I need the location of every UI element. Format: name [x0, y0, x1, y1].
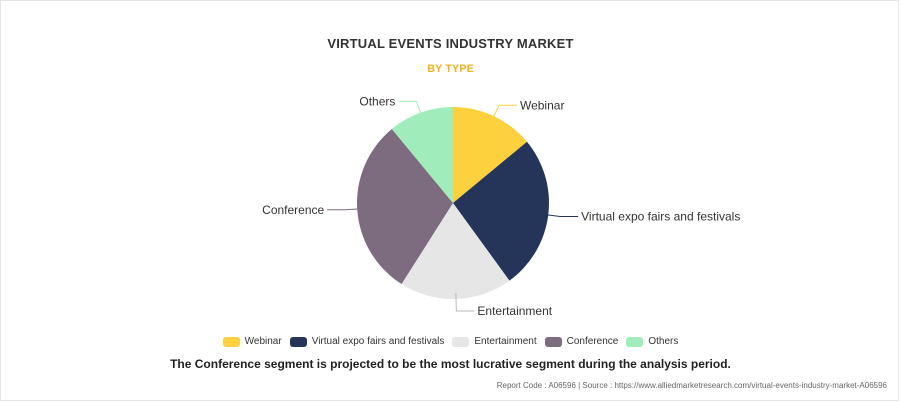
pie-label: Conference — [262, 203, 324, 217]
source-note: Report Code : A06596 | Source : https://… — [496, 381, 887, 390]
legend-item-virtual-expo[interactable]: Virtual expo fairs and festivals — [289, 336, 445, 347]
pie-slice-entertainment[interactable] — [401, 203, 510, 299]
pie-label: Others — [359, 94, 395, 108]
pie-leader-line — [542, 213, 579, 218]
legend-swatch — [626, 336, 644, 347]
pie-leader-line — [490, 104, 517, 122]
pie-slice-webinar[interactable] — [453, 107, 527, 203]
legend-swatch — [544, 336, 562, 347]
legend-item-entertainment[interactable]: Entertainment — [452, 336, 537, 347]
legend-swatch — [222, 336, 240, 347]
legend-item-conference[interactable]: Conference — [544, 336, 619, 347]
legend-label: Others — [648, 336, 679, 347]
pie-slice-virtual-expo-fairs-and-festivals[interactable] — [453, 141, 550, 281]
legend-swatch — [452, 336, 470, 347]
pie-label: Entertainment — [477, 304, 552, 318]
pie-leader-line — [327, 208, 364, 211]
legend-item-others[interactable]: Others — [626, 336, 678, 347]
chart-legend: Webinar Virtual expo fairs and festivals… — [0, 336, 901, 347]
legend-swatch — [289, 336, 307, 347]
pie-label: Webinar — [520, 98, 564, 112]
legend-item-webinar[interactable]: Webinar — [222, 336, 282, 347]
pie-leader-line — [398, 100, 423, 119]
legend-label: Virtual expo fairs and festivals — [311, 336, 445, 347]
chart-subtitle: BY TYPE — [427, 63, 474, 75]
pie-leader-line — [455, 292, 475, 312]
pie-slice-others[interactable] — [391, 107, 453, 203]
legend-label: Webinar — [244, 336, 282, 347]
chart-caption: The Conference segment is projected to b… — [170, 357, 731, 371]
pie-slice-conference[interactable] — [357, 129, 453, 285]
legend-label: Conference — [566, 336, 619, 347]
legend-label: Entertainment — [474, 336, 537, 347]
chart-title: VIRTUAL EVENTS INDUSTRY MARKET — [327, 36, 574, 51]
pie-label: Virtual expo fairs and festivals — [581, 210, 740, 224]
